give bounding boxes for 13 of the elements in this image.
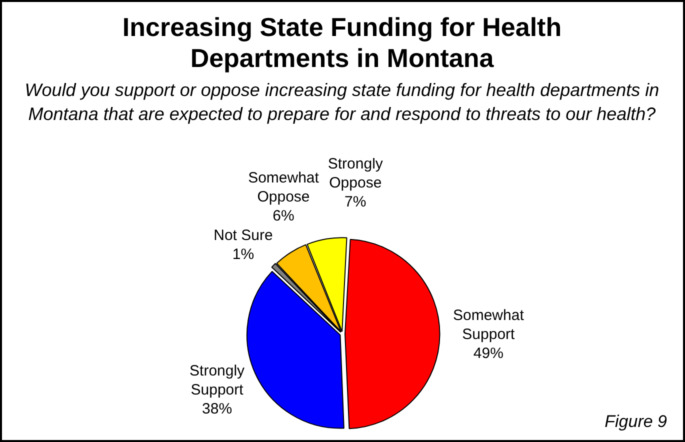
data-label: 1% [232,246,254,264]
slice-label: Somewhat Oppose [248,169,320,206]
data-label: 6% [272,207,294,224]
slice-label: Somewhat Support [452,306,525,343]
caption: Figure 9 [604,412,667,432]
slice-label: Not Sure [214,227,273,244]
data-label: 49% [473,344,504,362]
chart-title: Increasing State Funding for Health Departments in Montana [121,12,563,74]
chart-subtitle: Would you support or oppose increasing state funding for health departments in Montana that are expected to prepare for and respond to threats to our health? [24,79,660,126]
data-label: 7% [344,193,366,210]
slice-label: Strongly Oppose [328,155,384,192]
slice-label: Strongly Support [190,362,246,398]
data-label: 38% [202,400,232,418]
